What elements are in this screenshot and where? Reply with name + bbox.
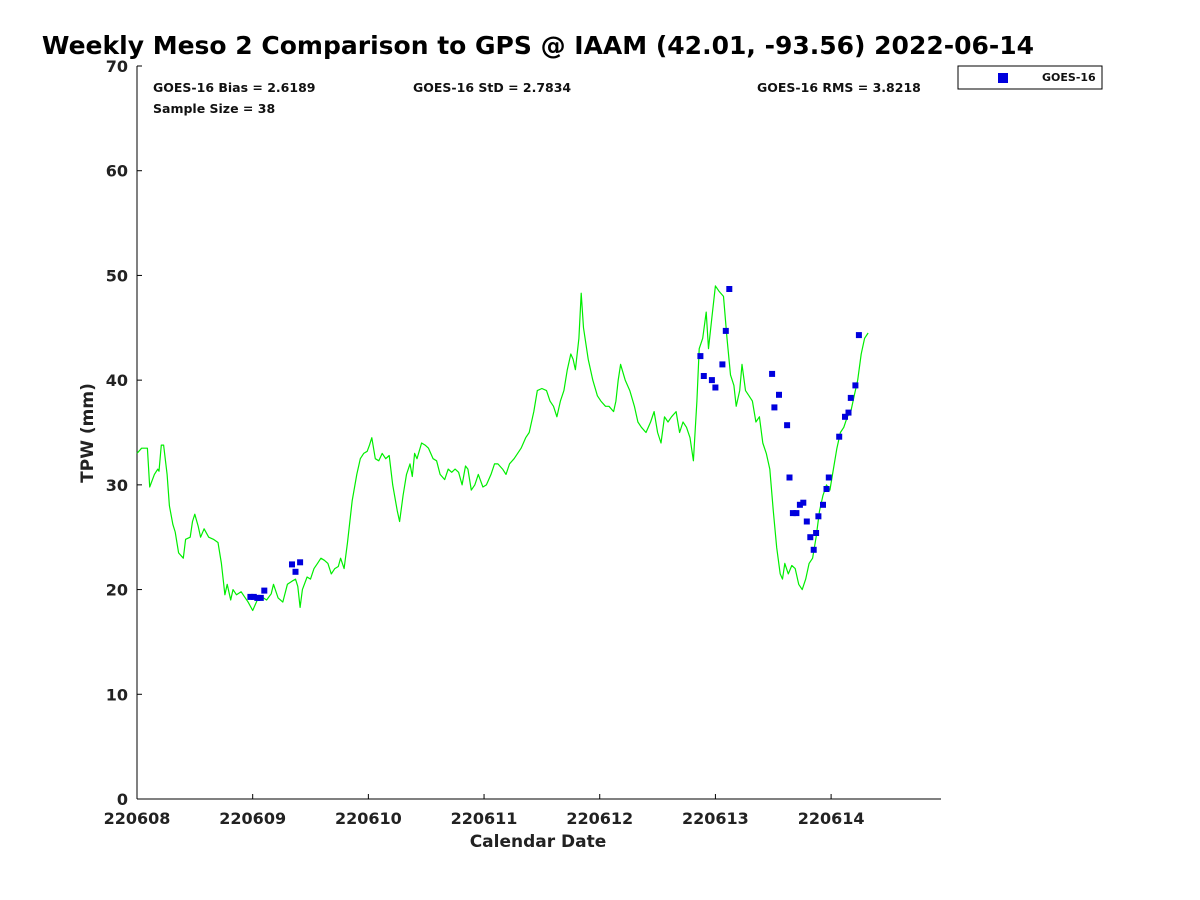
gps-tpw-line: [136, 285, 869, 612]
rms-stat: GOES-16 RMS = 3.8218: [757, 80, 921, 95]
y-tick-label: 60: [106, 162, 128, 181]
goes-16-point: [697, 353, 704, 360]
y-tick-label: 40: [106, 371, 128, 390]
tpw-line-path: [136, 285, 869, 612]
goes-16-point: [719, 361, 726, 368]
goes-16-point: [250, 593, 257, 600]
x-tick-label: 220611: [451, 809, 518, 828]
legend-box: [957, 65, 1103, 90]
goes-16-point: [726, 286, 733, 292]
goes-16-point: [789, 510, 796, 517]
goes-16-point: [845, 409, 852, 416]
chart-title: Weekly Meso 2 Comparison to GPS @ IAAM (…: [42, 31, 1034, 60]
goes-16-point: [852, 382, 859, 389]
x-axis-label: Calendar Date: [470, 832, 607, 852]
y-tick-label: 70: [106, 57, 128, 76]
goes-16-point: [815, 513, 822, 520]
std-stat: GOES-16 StD = 2.7834: [413, 80, 571, 95]
x-tick-label: 220613: [682, 809, 749, 828]
goes-16-point: [771, 404, 778, 411]
x-tick-label: 220610: [335, 809, 402, 828]
goes-16-point: [712, 384, 719, 391]
axes: 0 10 20 30 40 50 60 70 220608 220609 220610 220611 2…: [104, 57, 941, 828]
y-tick-label: 30: [106, 476, 128, 495]
goes-16-point: [722, 327, 729, 334]
y-tick-label: 0: [117, 790, 128, 809]
goes-16-point: [247, 593, 254, 600]
goes-16-point: [825, 474, 832, 481]
y-tick-label: 50: [106, 266, 128, 285]
goes-16-point: [784, 422, 791, 429]
goes-16-point: [289, 561, 295, 568]
goes-16-point: [836, 433, 843, 440]
legend-marker: [998, 73, 1008, 83]
y-axis-label: TPW (mm): [78, 383, 98, 483]
sample-size-stat: Sample Size = 38: [153, 101, 275, 116]
goes-16-point: [257, 594, 264, 601]
goes-16-point: [786, 474, 793, 481]
goes-16-point: [803, 518, 810, 525]
goes-16-point: [842, 413, 848, 420]
bias-stat: GOES-16 Bias = 2.6189: [153, 80, 315, 95]
goes-16-point: [708, 377, 715, 384]
goes-16-point: [796, 501, 803, 508]
x-tick-label: 220612: [566, 809, 633, 828]
y-tick-label: 10: [106, 685, 128, 704]
goes-16-point: [297, 559, 304, 566]
goes-16-point: [823, 486, 830, 492]
goes-16-point: [807, 534, 814, 541]
x-tick-label: 220608: [104, 809, 171, 828]
goes-16-point: [769, 370, 776, 377]
x-tick-label: 220609: [219, 809, 286, 828]
goes-16-point: [793, 510, 800, 517]
goes-16-point: [820, 501, 826, 508]
goes-16-point: [813, 530, 820, 536]
goes-16-point: [776, 391, 782, 398]
goes-16-markers: [247, 286, 862, 601]
y-tick-label: 20: [106, 581, 128, 600]
goes-16-point: [700, 373, 707, 379]
goes-16-point: [847, 394, 854, 401]
goes-16-point: [800, 499, 807, 506]
x-tick-label: 220614: [798, 809, 865, 828]
goes-16-point: [855, 332, 862, 339]
legend: GOES-16: [957, 65, 1103, 90]
legend-label-goes-16: GOES-16: [1042, 71, 1096, 84]
goes-16-point: [292, 568, 299, 575]
goes-16-point: [810, 546, 817, 553]
goes-16-point: [261, 587, 268, 594]
goes-16-point: [254, 594, 261, 601]
